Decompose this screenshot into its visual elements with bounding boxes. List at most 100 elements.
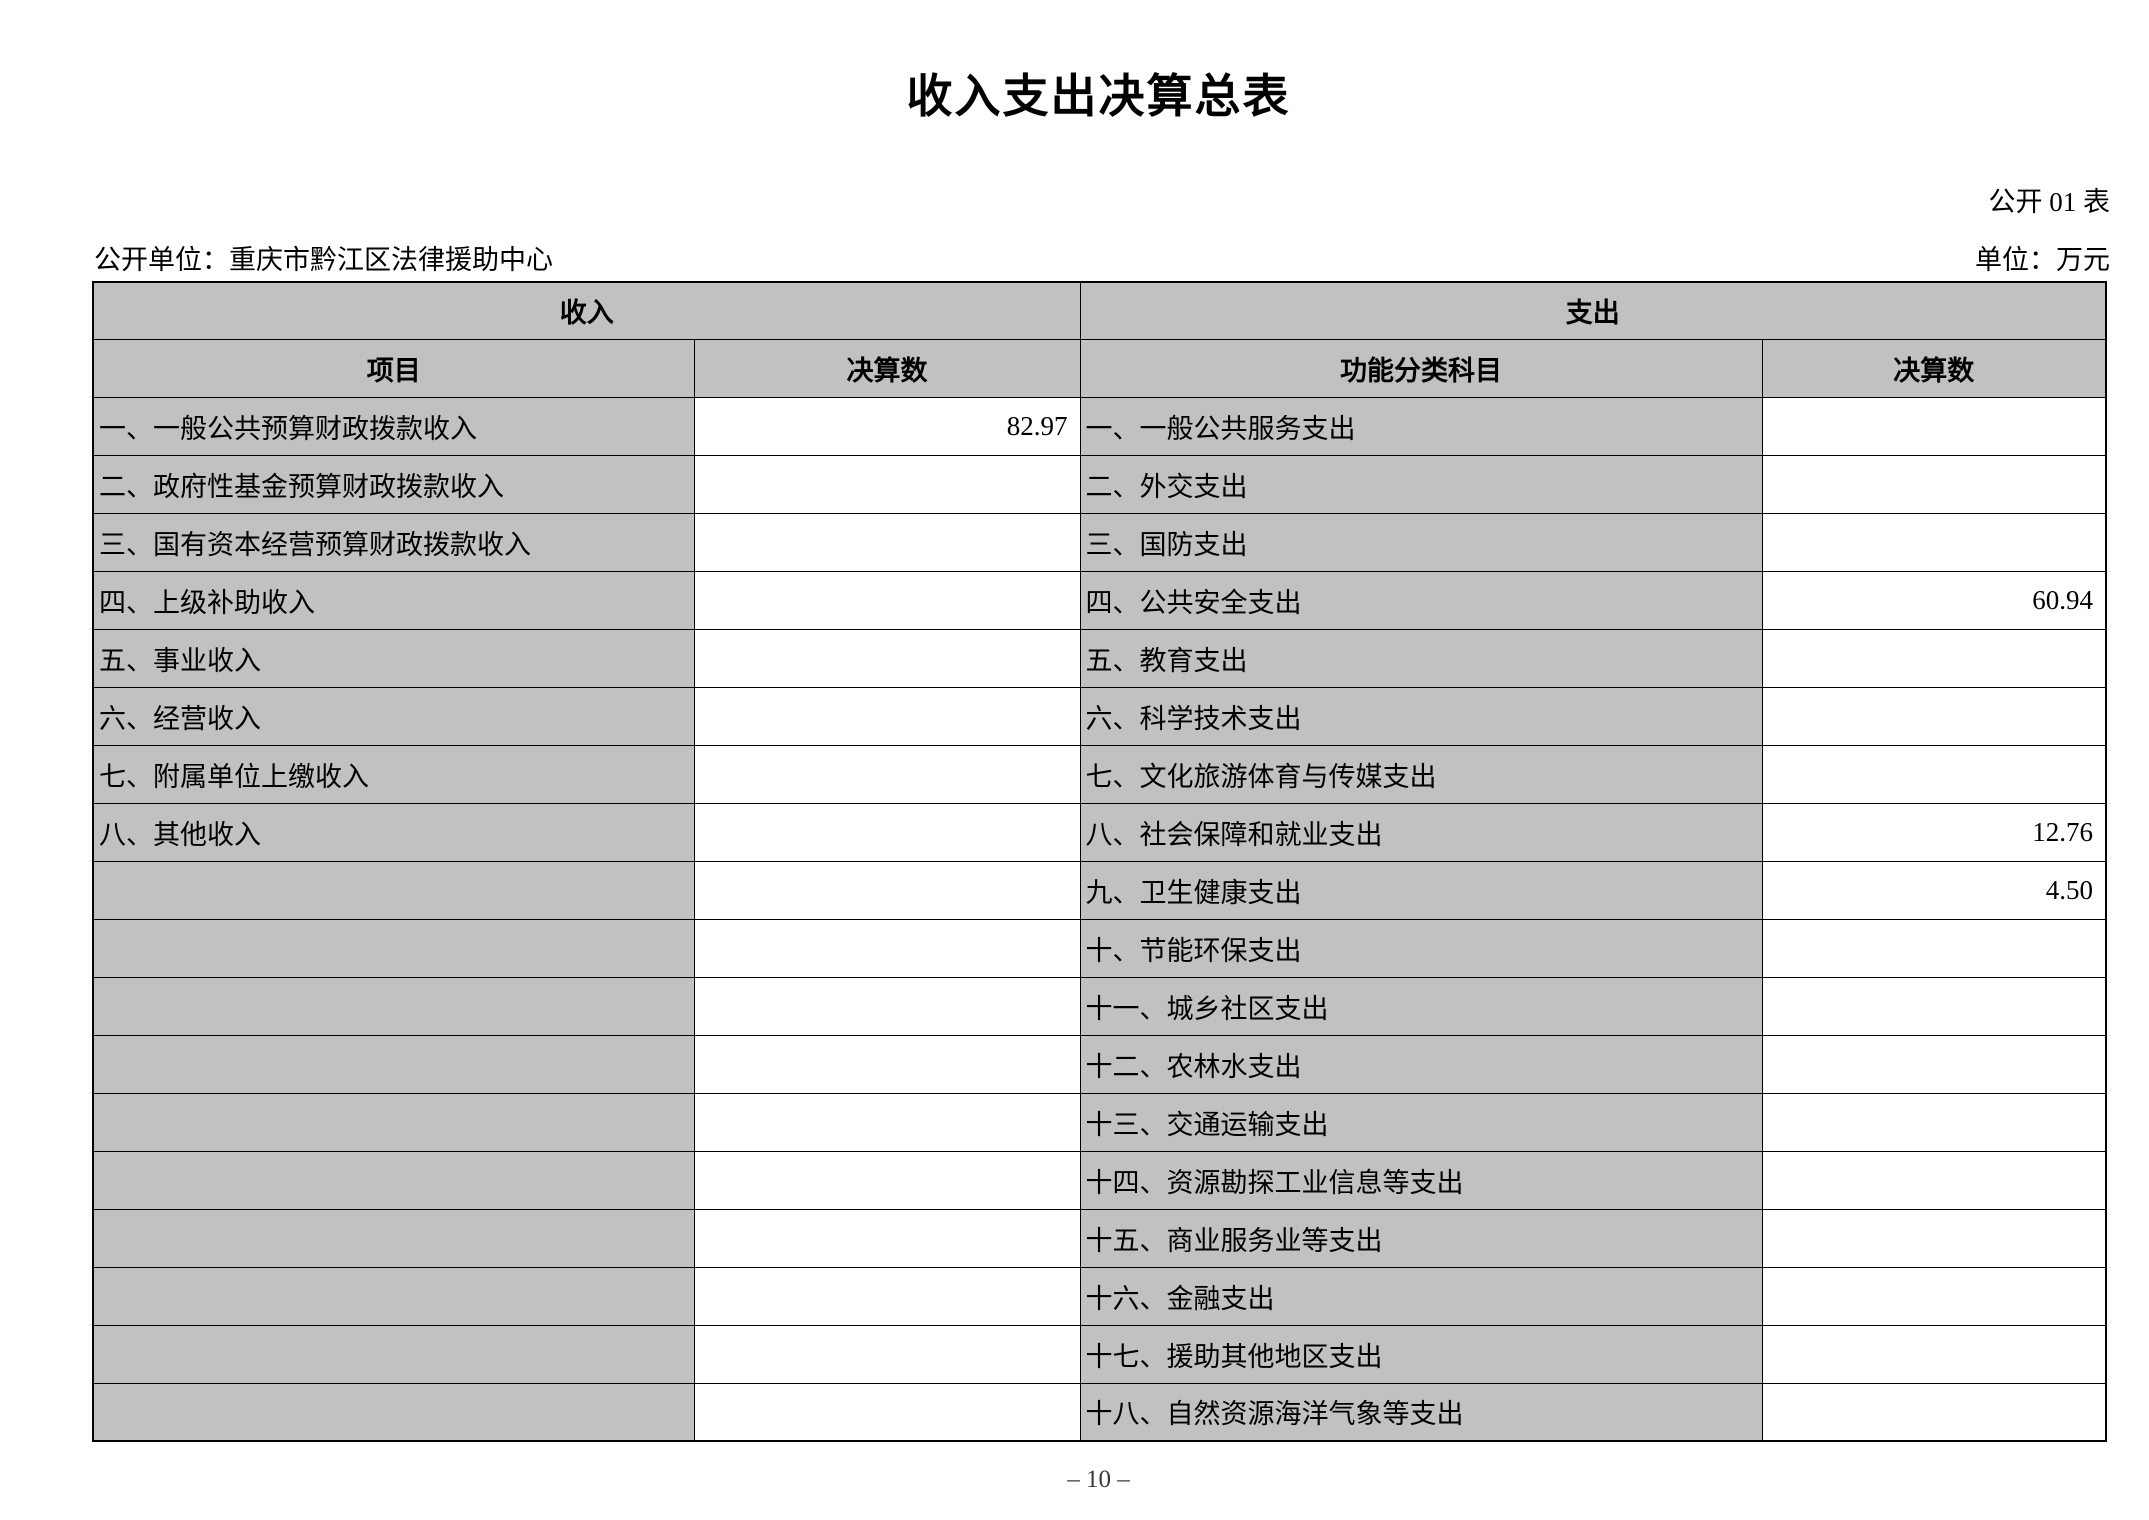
expenditure-amount-cell xyxy=(1761,918,2107,978)
income-amount-column-header: 决算数 xyxy=(693,338,1081,398)
expenditure-item-cell: 十六、金融支出 xyxy=(1079,1266,1763,1326)
expenditure-section-header: 支出 xyxy=(1079,281,2107,340)
expenditure-item-cell: 十二、农林水支出 xyxy=(1079,1034,1763,1094)
income-item-cell xyxy=(92,1382,695,1442)
expenditure-amount-cell xyxy=(1761,1208,2107,1268)
table-row: 十、节能环保支出 xyxy=(92,918,2107,978)
table-row: 十一、城乡社区支出 xyxy=(92,976,2107,1036)
table-row: 七、附属单位上缴收入 七、文化旅游体育与传媒支出 xyxy=(92,744,2107,804)
income-item-cell xyxy=(92,1034,695,1094)
expenditure-amount-cell: 60.94 xyxy=(1761,570,2107,630)
expenditure-amount-cell xyxy=(1761,454,2107,514)
income-amount-cell xyxy=(693,570,1081,630)
expenditure-item-cell: 十三、交通运输支出 xyxy=(1079,1092,1763,1152)
table-row: 十八、自然资源海洋气象等支出 xyxy=(92,1382,2107,1442)
income-item-cell xyxy=(92,1092,695,1152)
expenditure-item-cell: 九、卫生健康支出 xyxy=(1079,860,1763,920)
expenditure-item-cell: 二、外交支出 xyxy=(1079,454,1763,514)
expenditure-amount-cell: 12.76 xyxy=(1761,802,2107,862)
table-code: 公开 01 表 xyxy=(1988,187,2111,217)
income-item-cell: 八、其他收入 xyxy=(92,802,695,862)
expenditure-amount-cell xyxy=(1761,1382,2107,1442)
income-amount-cell xyxy=(693,918,1081,978)
income-amount-cell xyxy=(693,1034,1081,1094)
table-row: 十三、交通运输支出 xyxy=(92,1092,2107,1152)
income-amount-cell xyxy=(693,1266,1081,1326)
page-number: – 10 – xyxy=(1067,1466,1130,1493)
expenditure-amount-cell xyxy=(1761,1324,2107,1384)
expenditure-item-cell: 一、一般公共服务支出 xyxy=(1079,396,1763,456)
expenditure-amount-cell xyxy=(1761,686,2107,746)
income-item-cell: 一、一般公共预算财政拨款收入 xyxy=(92,396,695,456)
income-item-cell: 五、事业收入 xyxy=(92,628,695,688)
table-row: 十五、商业服务业等支出 xyxy=(92,1208,2107,1268)
expenditure-item-cell: 八、社会保障和就业支出 xyxy=(1079,802,1763,862)
income-item-cell xyxy=(92,1150,695,1210)
expenditure-amount-cell xyxy=(1761,1266,2107,1326)
income-amount-cell xyxy=(693,744,1081,804)
income-amount-cell xyxy=(693,512,1081,572)
expenditure-item-cell: 五、教育支出 xyxy=(1079,628,1763,688)
income-amount-cell xyxy=(693,628,1081,688)
table-row: 十六、金融支出 xyxy=(92,1266,2107,1326)
income-item-cell: 三、国有资本经营预算财政拨款收入 xyxy=(92,512,695,572)
currency-unit-label: 单位：万元 xyxy=(1975,245,2110,275)
income-item-cell xyxy=(92,1266,695,1326)
income-amount-cell xyxy=(693,454,1081,514)
expenditure-amount-cell xyxy=(1761,1150,2107,1210)
table-row: 八、其他收入 八、社会保障和就业支出 12.76 xyxy=(92,802,2107,862)
expenditure-amount-cell xyxy=(1761,744,2107,804)
expenditure-amount-cell xyxy=(1761,1092,2107,1152)
table-row: 十二、农林水支出 xyxy=(92,1034,2107,1094)
table-column-header-row: 项目 决算数 功能分类科目 决算数 xyxy=(92,338,2107,398)
income-amount-cell xyxy=(693,802,1081,862)
income-item-cell: 七、附属单位上缴收入 xyxy=(92,744,695,804)
income-item-cell xyxy=(92,1324,695,1384)
table-row: 九、卫生健康支出 4.50 xyxy=(92,860,2107,920)
income-item-cell: 四、上级补助收入 xyxy=(92,570,695,630)
table-row: 五、事业收入 五、教育支出 xyxy=(92,628,2107,688)
expenditure-item-cell: 十七、援助其他地区支出 xyxy=(1079,1324,1763,1384)
table-row: 一、一般公共预算财政拨款收入 82.97 一、一般公共服务支出 xyxy=(92,396,2107,456)
expenditure-amount-cell xyxy=(1761,628,2107,688)
expenditure-item-cell: 六、科学技术支出 xyxy=(1079,686,1763,746)
income-item-cell: 二、政府性基金预算财政拨款收入 xyxy=(92,454,695,514)
income-amount-cell xyxy=(693,976,1081,1036)
income-amount-cell xyxy=(693,686,1081,746)
final-accounts-table: 收入 支出 项目 决算数 功能分类科目 决算数 一、一般公共预算财政拨款收入 82… xyxy=(92,281,2107,1442)
publishing-unit-label: 公开单位：重庆市黔江区法律援助中心 xyxy=(94,245,553,275)
expenditure-item-cell: 四、公共安全支出 xyxy=(1079,570,1763,630)
income-section-header: 收入 xyxy=(92,281,1081,340)
income-amount-cell: 82.97 xyxy=(693,396,1081,456)
expenditure-item-cell: 十八、自然资源海洋气象等支出 xyxy=(1079,1382,1763,1442)
table-row: 二、政府性基金预算财政拨款收入 二、外交支出 xyxy=(92,454,2107,514)
expenditure-amount-cell xyxy=(1761,1034,2107,1094)
expenditure-item-cell: 十一、城乡社区支出 xyxy=(1079,976,1763,1036)
page-title: 收入支出决算总表 xyxy=(906,71,1291,122)
expenditure-item-cell: 十四、资源勘探工业信息等支出 xyxy=(1079,1150,1763,1210)
expenditure-item-cell: 三、国防支出 xyxy=(1079,512,1763,572)
income-amount-cell xyxy=(693,1382,1081,1442)
expenditure-amount-cell xyxy=(1761,976,2107,1036)
expenditure-item-cell: 七、文化旅游体育与传媒支出 xyxy=(1079,744,1763,804)
table-body: 一、一般公共预算财政拨款收入 82.97 一、一般公共服务支出 二、政府性基金预算财政… xyxy=(92,396,2107,1442)
table-row: 六、经营收入 六、科学技术支出 xyxy=(92,686,2107,746)
income-item-cell xyxy=(92,860,695,920)
income-item-cell xyxy=(92,1208,695,1268)
table-row: 十四、资源勘探工业信息等支出 xyxy=(92,1150,2107,1210)
expenditure-amount-cell xyxy=(1761,396,2107,456)
income-amount-cell xyxy=(693,860,1081,920)
income-item-cell xyxy=(92,918,695,978)
expenditure-item-cell: 十五、商业服务业等支出 xyxy=(1079,1208,1763,1268)
income-amount-cell xyxy=(693,1208,1081,1268)
income-item-cell: 六、经营收入 xyxy=(92,686,695,746)
income-item-column-header: 项目 xyxy=(92,338,695,398)
table-row: 十七、援助其他地区支出 xyxy=(92,1324,2107,1384)
table-row: 四、上级补助收入 四、公共安全支出 60.94 xyxy=(92,570,2107,630)
table-section-header-row: 收入 支出 xyxy=(92,281,2107,340)
income-item-cell xyxy=(92,976,695,1036)
expenditure-item-column-header: 功能分类科目 xyxy=(1079,338,1763,398)
expenditure-amount-cell xyxy=(1761,512,2107,572)
info-line: 公开单位：重庆市黔江区法律援助中心 单位：万元 xyxy=(94,238,2110,277)
expenditure-amount-cell: 4.50 xyxy=(1761,860,2107,920)
